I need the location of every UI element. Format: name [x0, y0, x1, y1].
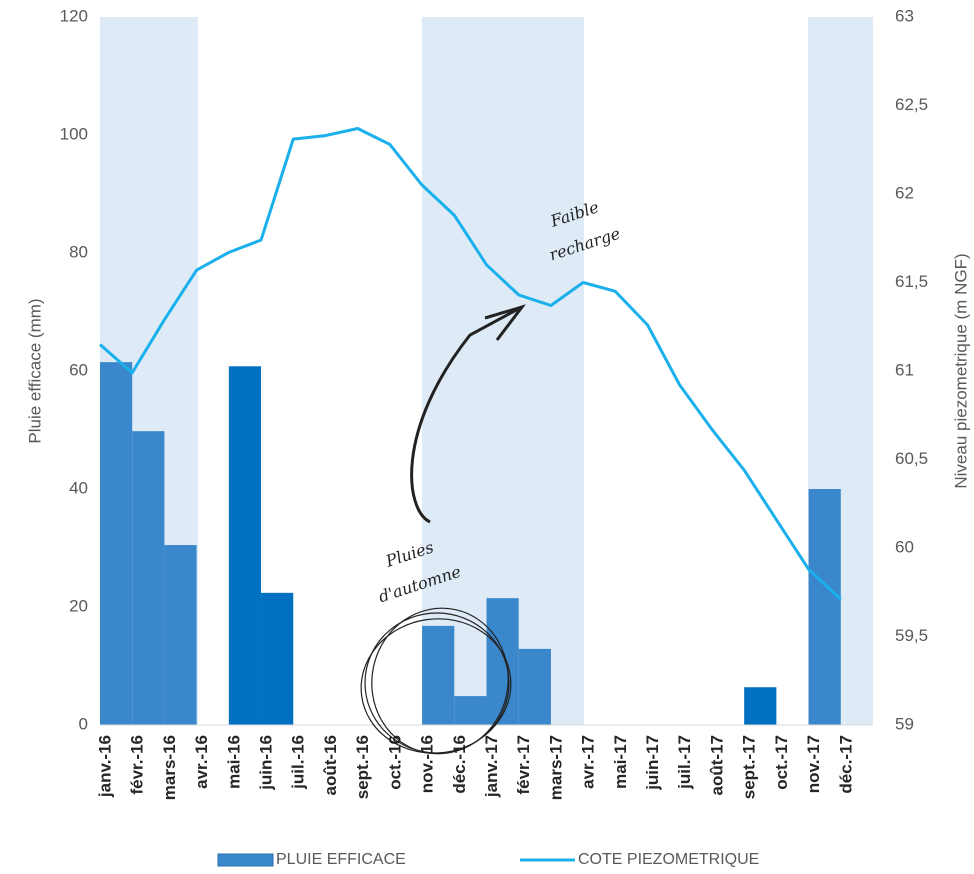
- x-tick-label: mai-16: [224, 735, 243, 789]
- y-tick-label: 100: [60, 124, 88, 143]
- x-tick-label: juin-16: [257, 735, 276, 791]
- y-tick-label: 120: [60, 6, 88, 25]
- x-tick-label: juin-17: [643, 735, 662, 791]
- x-tick-label: mai-17: [611, 735, 630, 789]
- x-tick-label: oct.-16: [385, 735, 404, 790]
- y-tick-label: 80: [69, 242, 88, 261]
- y2-tick-label: 59,5: [895, 626, 928, 645]
- bar: [518, 648, 551, 725]
- line: [99, 127, 842, 601]
- x-tick-label: nov.-17: [804, 735, 823, 793]
- y2-tick-label: 62: [895, 183, 914, 202]
- x-tick-label: déc.-17: [836, 735, 855, 794]
- x-tick-label: avr.-17: [579, 735, 598, 789]
- x-tick-label: déc.-16: [450, 735, 469, 794]
- x-tick-label: janv.-17: [482, 735, 501, 798]
- x-tick-label: sept.-17: [740, 735, 759, 799]
- y-axis-label: Pluie efficace (mm): [25, 298, 44, 443]
- bar: [744, 687, 777, 725]
- bar: [261, 592, 294, 725]
- x-tick-label: févr.-17: [514, 735, 533, 795]
- circle: [360, 618, 512, 754]
- arrow: [410, 306, 521, 524]
- y2-tick-label: 60,5: [895, 449, 928, 468]
- bar: [164, 545, 197, 725]
- x-tick-label: juil.-17: [675, 735, 694, 790]
- y2-tick-label: 62,5: [895, 95, 928, 114]
- y2-tick-label: 60: [895, 537, 914, 556]
- bar: [808, 489, 841, 725]
- y2-tick-label: 59: [895, 714, 914, 733]
- y2-tick-label: 63: [895, 6, 914, 25]
- bar: [486, 598, 519, 725]
- legend-swatch: [217, 853, 274, 867]
- bar: [228, 366, 262, 725]
- bar: [422, 625, 455, 725]
- x-tick-label: oct.-17: [772, 735, 791, 790]
- x-tick-label: févr.-16: [128, 735, 147, 795]
- winter-bands: [100, 17, 873, 725]
- y-tick-label: 60: [69, 360, 88, 379]
- x-tick-label: nov.-16: [418, 735, 437, 793]
- x-tick-label: mars-16: [160, 735, 179, 800]
- x-tick-label: avr.-16: [192, 735, 211, 789]
- y2-axis-label: Niveau piezometrique (m NGF): [951, 253, 970, 488]
- bar: [100, 362, 133, 725]
- bar: [132, 431, 165, 725]
- legend-label: PLUIE EFFICACE: [276, 851, 406, 868]
- y-tick-label: 20: [69, 596, 88, 615]
- y2-tick-label: 61,5: [895, 272, 928, 291]
- marks: 0 20 40 60 80 100 120 59 59,5 60 60,5 61 61,5 62 62,5 6…: [60, 6, 928, 868]
- bar: [454, 696, 487, 725]
- x-tick-label: sept.-16: [353, 735, 372, 799]
- x-tick-label: août-17: [707, 735, 726, 795]
- arrow-head: [484, 304, 526, 341]
- x-tick-label: janv.-16: [95, 735, 114, 798]
- legend-label: COTE PIEZOMETRIQUE: [578, 851, 759, 868]
- y-tick-label: 0: [79, 714, 88, 733]
- x-tick-label: juil.-16: [289, 735, 308, 790]
- x-tick-label: mars-17: [546, 735, 565, 800]
- y-tick-label: 40: [69, 478, 88, 497]
- circle-doodle: [360, 607, 512, 755]
- y2-tick-label: 61: [895, 360, 914, 379]
- x-tick-label: août-16: [321, 735, 340, 795]
